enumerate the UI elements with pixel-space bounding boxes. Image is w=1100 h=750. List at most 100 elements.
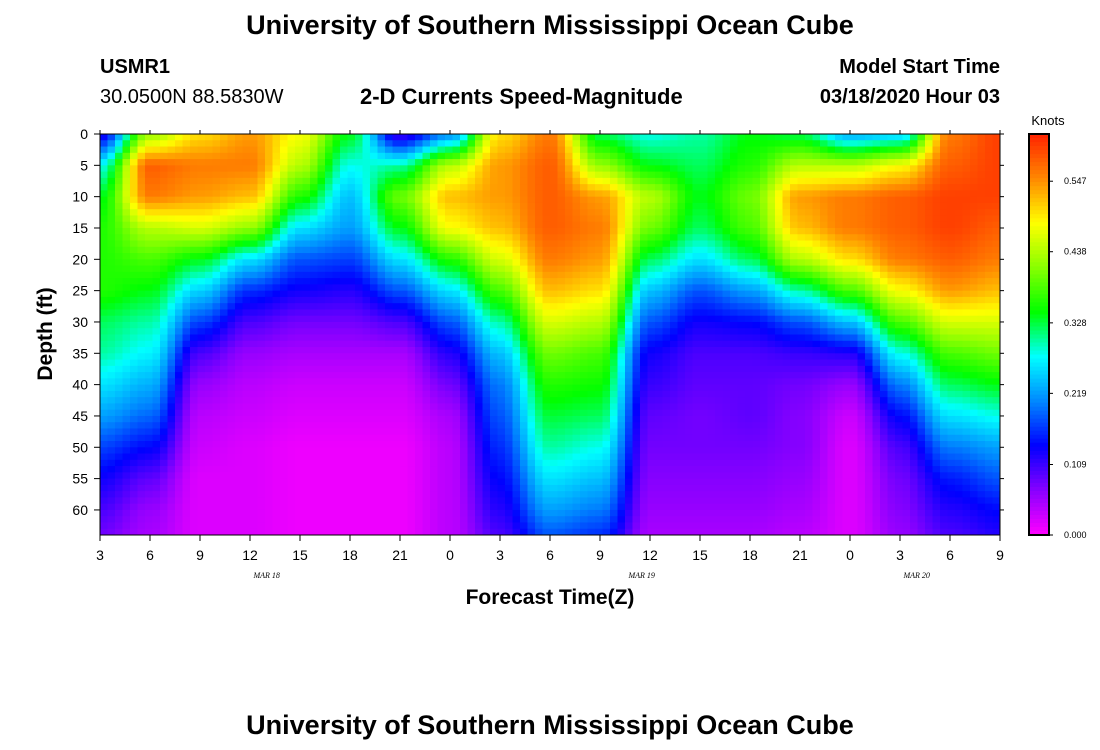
heatmap-cell — [152, 466, 161, 473]
heatmap-cell — [160, 184, 169, 191]
heatmap-cell — [632, 528, 641, 535]
heatmap-cell — [505, 227, 514, 235]
heatmap-cell — [227, 403, 236, 411]
heatmap-cell — [302, 209, 311, 217]
heatmap-cell — [370, 415, 379, 423]
heatmap-cell — [557, 221, 566, 229]
heatmap-cell — [152, 409, 161, 417]
heatmap-cell — [610, 372, 619, 379]
heatmap-cell — [647, 196, 656, 204]
heatmap-cell — [617, 165, 626, 173]
heatmap-cell — [257, 140, 266, 148]
heatmap-cell — [512, 472, 521, 480]
heatmap-cell — [565, 334, 574, 342]
heatmap-cell — [332, 303, 341, 311]
heatmap-cell — [332, 409, 341, 417]
heatmap-cell — [287, 221, 296, 229]
heatmap-cell — [415, 209, 424, 217]
heatmap-cell — [535, 284, 544, 292]
heatmap-cell — [617, 303, 626, 311]
heatmap-cell — [572, 478, 581, 486]
heatmap-cell — [407, 227, 416, 235]
heatmap-cell — [460, 296, 469, 304]
heatmap-cell — [347, 415, 356, 423]
heatmap-cell — [467, 334, 476, 342]
heatmap-cell — [662, 240, 671, 248]
heatmap-cell — [370, 403, 379, 411]
heatmap-cell — [512, 334, 521, 342]
heatmap-cell — [385, 246, 394, 254]
heatmap-cell — [190, 509, 199, 517]
heatmap-cell — [190, 321, 199, 329]
heatmap-cell — [385, 378, 394, 386]
heatmap-cell — [467, 390, 476, 398]
heatmap-cell — [647, 328, 656, 336]
heatmap-cell — [512, 491, 521, 499]
heatmap-cell — [197, 397, 206, 405]
heatmap-cell — [227, 359, 236, 367]
heatmap-cell — [617, 516, 626, 524]
heatmap-cell — [640, 246, 649, 254]
heatmap-cell — [512, 441, 521, 448]
heatmap-cell — [100, 315, 109, 323]
heatmap-cell — [550, 415, 559, 423]
heatmap-cell — [400, 290, 409, 298]
heatmap-cell — [370, 378, 379, 386]
heatmap-cell — [527, 202, 536, 210]
heatmap-cell — [100, 441, 109, 448]
heatmap-cell — [587, 459, 596, 467]
heatmap-cell — [122, 259, 131, 267]
heatmap-cell — [527, 271, 536, 279]
heatmap-cell — [422, 509, 431, 517]
heatmap-cell — [325, 334, 334, 342]
heatmap-cell — [212, 152, 221, 160]
heatmap-cell — [430, 403, 439, 411]
heatmap-cell — [197, 184, 206, 191]
heatmap-cell — [310, 246, 319, 254]
heatmap-cell — [632, 234, 641, 242]
heatmap-cell — [122, 278, 131, 285]
heatmap-cell — [362, 259, 371, 267]
heatmap-cell — [407, 321, 416, 329]
heatmap-cell — [662, 459, 671, 467]
heatmap-cell — [475, 184, 484, 191]
heatmap-cell — [400, 321, 409, 329]
heatmap-cell — [482, 497, 491, 505]
heatmap-cell — [220, 190, 229, 198]
heatmap-cell — [332, 159, 341, 166]
heatmap-cell — [512, 309, 521, 317]
heatmap-cell — [167, 353, 176, 361]
heatmap-cell — [332, 221, 341, 229]
heatmap-cell — [152, 447, 161, 455]
heatmap-cell — [647, 159, 656, 166]
heatmap-cell — [640, 328, 649, 336]
heatmap-cell — [677, 434, 686, 442]
heatmap-cell — [625, 453, 634, 461]
heatmap-cell — [520, 240, 529, 248]
heatmap-cell — [272, 309, 281, 317]
heatmap-cell — [325, 234, 334, 242]
heatmap-cell — [430, 491, 439, 499]
heatmap-cell — [655, 334, 664, 342]
heatmap-cell — [197, 321, 206, 329]
heatmap-cell — [572, 415, 581, 423]
heatmap-cell — [197, 259, 206, 267]
heatmap-cell — [100, 171, 109, 179]
heatmap-cell — [550, 259, 559, 267]
heatmap-cell — [370, 459, 379, 467]
heatmap-cell — [497, 246, 506, 254]
heatmap-cell — [265, 159, 274, 166]
heatmap-cell — [670, 184, 679, 191]
heatmap-cell — [302, 259, 311, 267]
heatmap-cell — [505, 472, 514, 480]
heatmap-cell — [520, 415, 529, 423]
heatmap-cell — [565, 378, 574, 386]
heatmap-cell — [565, 253, 574, 260]
heatmap-cell — [535, 459, 544, 467]
heatmap-cell — [317, 478, 326, 486]
heatmap-cell — [212, 428, 221, 436]
heatmap-cell — [625, 159, 634, 166]
heatmap-cell — [407, 340, 416, 348]
heatmap-cell — [460, 378, 469, 386]
heatmap-cell — [647, 509, 656, 517]
